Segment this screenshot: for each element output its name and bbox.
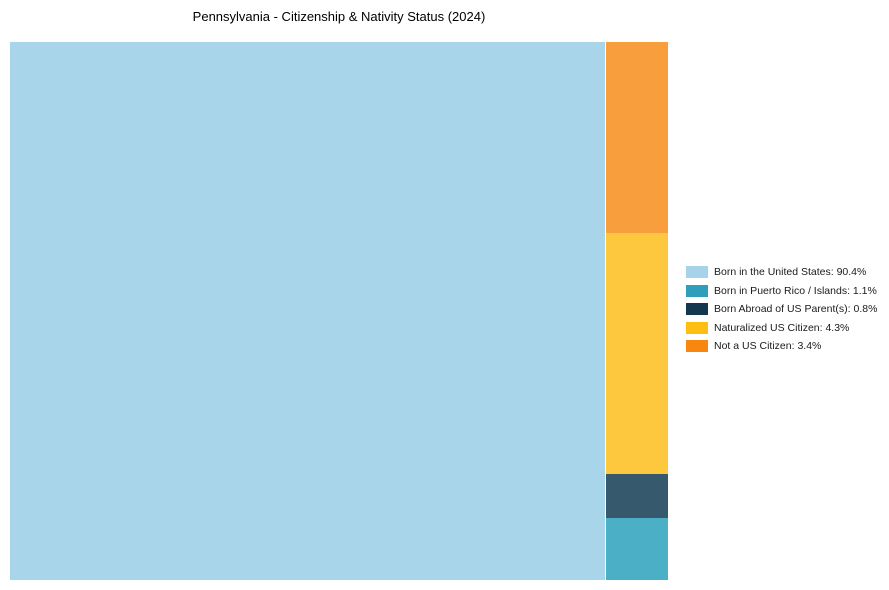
legend-item[interactable]: Born Abroad of US Parent(s): 0.8%	[686, 303, 877, 315]
legend-label: Born in Puerto Rico / Islands: 1.1%	[714, 284, 877, 297]
treemap-rect[interactable]	[606, 518, 668, 580]
legend-swatch-icon	[686, 303, 708, 315]
chart-title: Pennsylvania - Citizenship & Nativity St…	[192, 9, 486, 24]
treemap-rect[interactable]	[606, 473, 668, 519]
treemap-plot	[10, 42, 668, 580]
treemap-rect[interactable]	[10, 42, 605, 580]
legend-item[interactable]: Born in the United States: 90.4%	[686, 266, 877, 278]
treemap-rect[interactable]	[606, 42, 668, 233]
legend-label: Born in the United States: 90.4%	[714, 266, 867, 278]
legend-label: Born Abroad of US Parent(s): 0.8%	[714, 303, 878, 315]
legend-item[interactable]: Naturalized US Citizen: 4.3%	[686, 321, 877, 334]
chart-legend: Born in the United States: 90.4% Born in…	[686, 266, 877, 352]
legend-swatch-icon	[686, 266, 708, 278]
legend-label: Not a US Citizen: 3.4%	[714, 340, 822, 352]
legend-swatch-icon	[686, 321, 708, 334]
legend-swatch-icon	[686, 284, 708, 297]
legend-item[interactable]: Born in Puerto Rico / Islands: 1.1%	[686, 284, 877, 297]
legend-item[interactable]: Not a US Citizen: 3.4%	[686, 340, 877, 352]
legend-label: Naturalized US Citizen: 4.3%	[714, 321, 850, 334]
treemap-rect[interactable]	[606, 232, 668, 474]
legend-swatch-icon	[686, 340, 708, 352]
